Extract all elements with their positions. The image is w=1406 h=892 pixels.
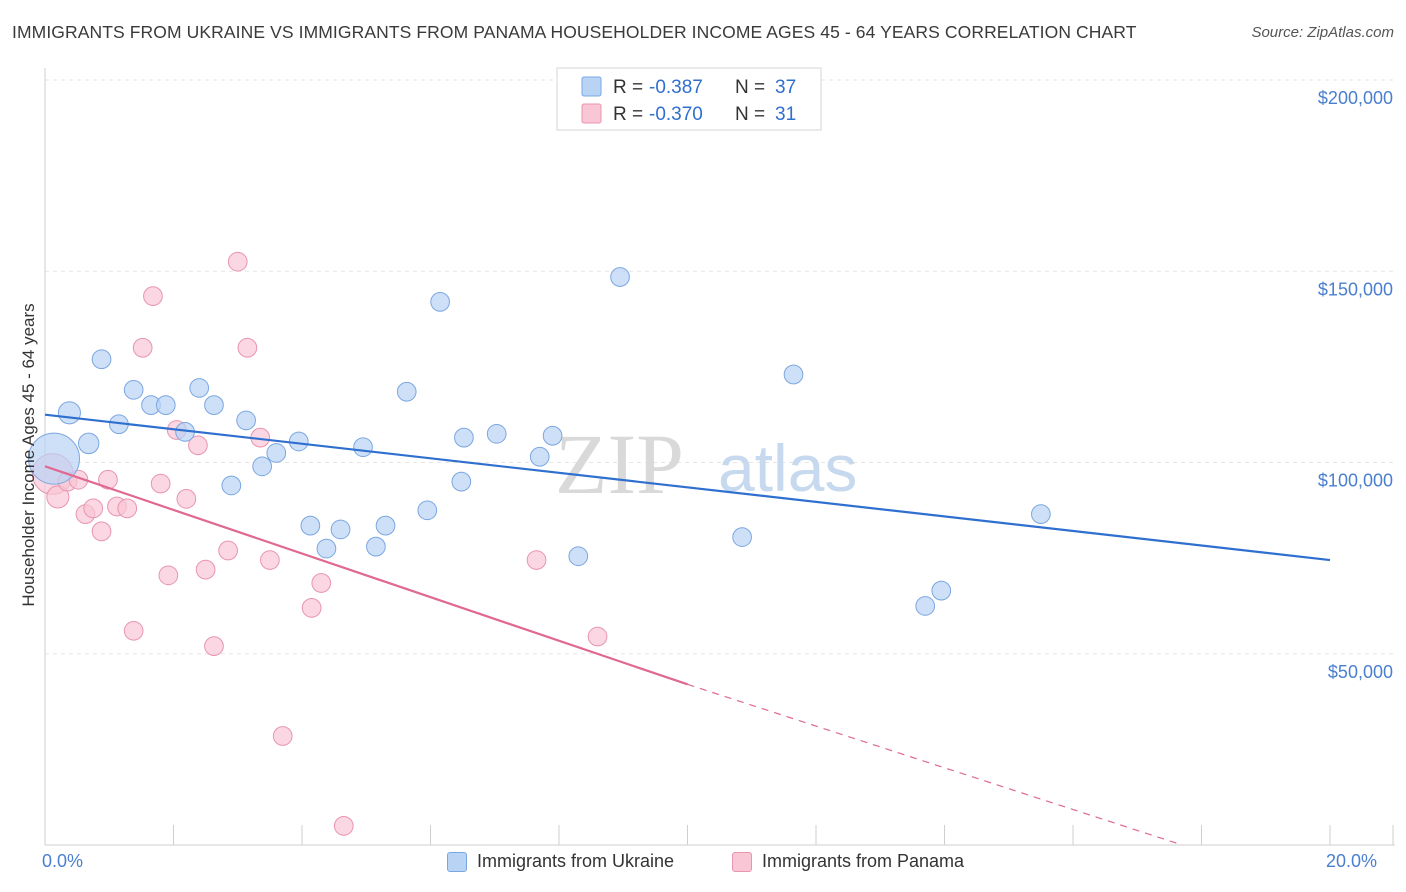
point-ukraine-0 [27, 432, 80, 485]
legend-n-label-panama: N = [735, 104, 765, 125]
point-panama-30 [587, 626, 608, 647]
point-panama-16 [176, 488, 197, 509]
trend-line-panama [44, 465, 688, 686]
y-tick-labels: $50,000 $100,000 $150,000 $200,000 [1318, 88, 1393, 682]
point-ukraine-36 [1031, 504, 1051, 524]
point-panama-7 [98, 469, 118, 490]
y-axis-label: Householder Income Ages 45 - 64 years [19, 303, 38, 607]
point-panama-26 [301, 598, 322, 618]
legend-r-label-ukraine: R = [613, 77, 643, 98]
point-ukraine-35 [931, 580, 952, 601]
point-ukraine-11 [221, 475, 242, 496]
point-panama-5 [83, 498, 104, 519]
point-ukraine-27 [486, 423, 507, 444]
bottom-legend-label-ukraine: Immigrants from Ukraine [477, 851, 675, 871]
bottom-legend-swatch-panama [732, 851, 752, 872]
point-panama-12 [143, 286, 163, 306]
bottom-legend-ukraine: Immigrants from Ukraine [447, 851, 674, 872]
point-panama-17 [188, 435, 208, 456]
y-tick-label-2: $150,000 [1318, 279, 1393, 299]
point-ukraine-29 [542, 425, 563, 446]
point-ukraine-24 [430, 292, 450, 312]
point-panama-14 [158, 565, 179, 586]
legend-swatch-ukraine [581, 76, 602, 97]
axes [44, 68, 1395, 846]
point-panama-24 [260, 550, 280, 570]
legend-n-value-panama: 31 [775, 104, 796, 125]
point-ukraine-18 [330, 519, 351, 540]
point-panama-27 [311, 573, 332, 593]
point-ukraine-15 [288, 431, 309, 452]
point-panama-25 [272, 726, 293, 746]
point-ukraine-17 [316, 538, 337, 559]
data-points [27, 251, 1051, 836]
point-ukraine-19 [353, 437, 373, 458]
gridlines [45, 79, 1395, 655]
point-ukraine-7 [155, 395, 176, 415]
legend: R = -0.387 N = 37 R = -0.370 N = 31 [556, 67, 822, 131]
legend-n-value-ukraine: 37 [775, 77, 796, 98]
point-ukraine-34 [915, 596, 936, 616]
point-ukraine-1 [57, 401, 81, 425]
point-panama-9 [117, 498, 138, 519]
point-ukraine-13 [252, 456, 273, 477]
point-ukraine-14 [266, 443, 287, 463]
x-tick-label-min: 0.0% [42, 851, 84, 871]
point-panama-21 [227, 251, 248, 272]
legend-swatch-panama [581, 103, 602, 124]
point-panama-1 [46, 485, 70, 509]
point-panama-19 [204, 636, 224, 656]
point-ukraine-32 [732, 527, 752, 547]
point-panama-20 [218, 540, 238, 561]
point-ukraine-10 [204, 395, 224, 415]
source-label: Source: ZipAtlas.com [1251, 24, 1394, 41]
y-tick-label-3: $200,000 [1318, 88, 1393, 108]
point-ukraine-5 [123, 379, 144, 400]
legend-n-label-ukraine: N = [735, 77, 765, 98]
point-ukraine-3 [91, 349, 112, 370]
y-tick-label-0: $50,000 [1328, 662, 1393, 682]
point-ukraine-28 [529, 446, 550, 467]
legend-r-value-panama: -0.370 [649, 104, 703, 125]
point-ukraine-9 [189, 378, 210, 398]
point-ukraine-26 [454, 427, 474, 448]
watermark: ZIP atlas [555, 416, 857, 512]
point-ukraine-31 [610, 267, 630, 287]
trend-line-ukraine [44, 413, 1331, 562]
point-ukraine-21 [375, 515, 396, 536]
point-panama-10 [123, 620, 144, 641]
point-panama-28 [333, 816, 354, 836]
trend-line-panama-extrapolated [687, 683, 1183, 846]
legend-r-value-ukraine: -0.387 [649, 77, 703, 98]
chart-title: IMMIGRANTS FROM UKRAINE VS IMMIGRANTS FR… [12, 22, 1137, 42]
y-tick-label-1: $100,000 [1318, 471, 1393, 491]
point-panama-13 [150, 473, 171, 494]
point-panama-29 [526, 550, 547, 570]
x-tick-label-max: 20.0% [1326, 851, 1378, 871]
point-panama-22 [237, 337, 258, 358]
point-ukraine-20 [366, 536, 386, 557]
trend-lines [44, 413, 1331, 846]
point-ukraine-22 [396, 381, 417, 402]
point-panama-11 [132, 337, 153, 358]
point-ukraine-23 [417, 500, 438, 521]
bottom-legend-label-panama: Immigrants from Panama [762, 851, 965, 871]
point-ukraine-33 [783, 364, 804, 385]
point-panama-6 [91, 521, 112, 542]
watermark-zip: ZIP [555, 416, 684, 512]
point-ukraine-2 [77, 432, 100, 455]
bottom-legend: Immigrants from Ukraine Immigrants from … [0, 851, 1406, 879]
point-ukraine-12 [236, 410, 256, 431]
point-ukraine-16 [300, 515, 321, 536]
legend-r-label-panama: R = [613, 104, 643, 125]
point-ukraine-25 [451, 471, 472, 492]
point-ukraine-30 [568, 546, 589, 567]
bottom-legend-panama: Immigrants from Panama [732, 851, 964, 872]
bottom-legend-swatch-ukraine [447, 851, 467, 872]
point-panama-18 [195, 559, 216, 580]
